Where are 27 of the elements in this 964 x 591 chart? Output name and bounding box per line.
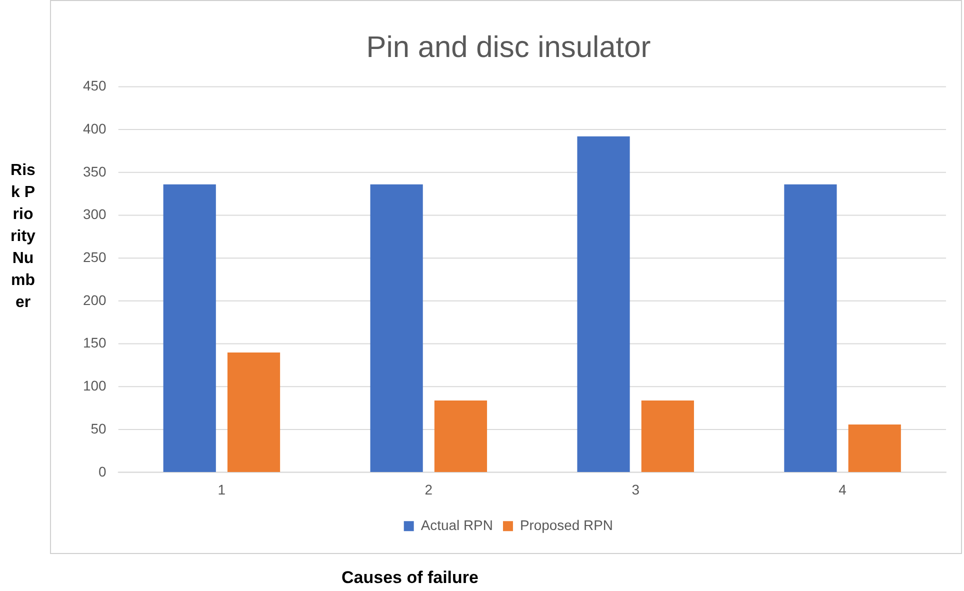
x-axis-title: Causes of failure (340, 568, 480, 588)
bar (577, 136, 630, 472)
y-tick-label: 150 (82, 334, 106, 351)
y-tick-label: 50 (90, 420, 106, 436)
bar (163, 184, 216, 472)
y-tick-label: 250 (82, 249, 106, 265)
x-tick-label: 4 (838, 482, 847, 498)
y-tick-label: 400 (82, 120, 106, 136)
legend-label: Actual RPN (420, 516, 493, 533)
bar (434, 400, 488, 472)
y-axis-title: Risk Priority Number (10, 161, 36, 313)
bar (784, 184, 837, 472)
chart-title: Pin and disc insulator (366, 31, 651, 64)
y-tick-label: 100 (82, 378, 106, 394)
bar (848, 424, 901, 472)
bar (227, 352, 280, 472)
y-tick-label: 0 (98, 463, 106, 480)
bar (370, 184, 423, 472)
legend-label: Proposed RPN (520, 516, 613, 533)
y-tick-label: 300 (82, 206, 106, 222)
x-tick-label: 1 (218, 482, 226, 498)
y-tick-label: 200 (82, 292, 106, 308)
bar (641, 400, 694, 472)
x-tick-label: 2 (424, 482, 433, 498)
x-tick-label: 3 (632, 482, 640, 498)
y-tick-label: 350 (82, 163, 106, 180)
y-tick-label: 450 (82, 78, 106, 94)
